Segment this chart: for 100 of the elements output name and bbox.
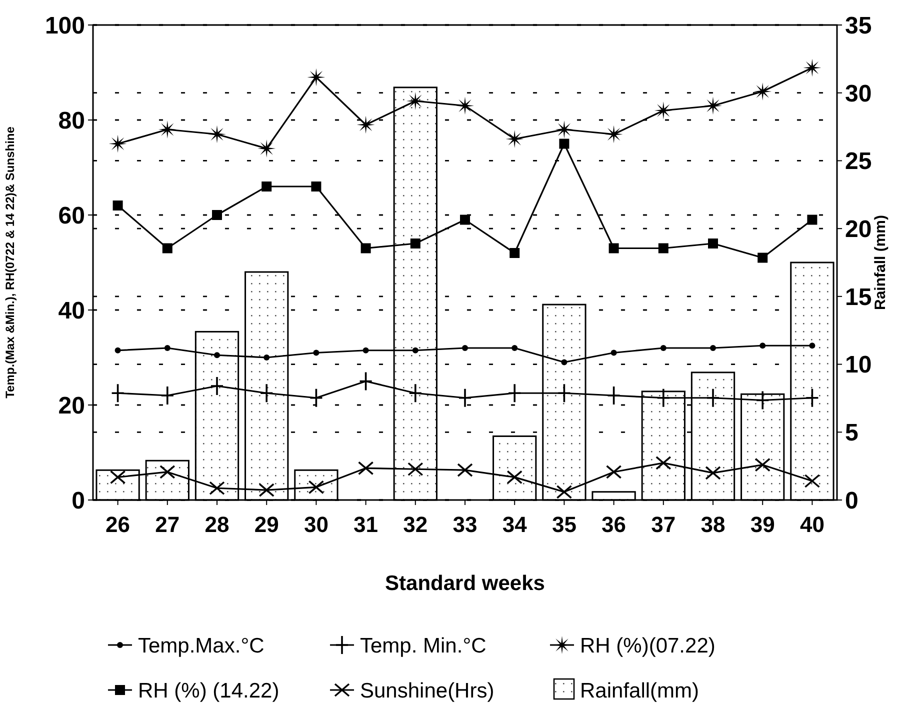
x-tick-label: 31 <box>354 512 378 537</box>
y2-tick-label: 20 <box>845 216 872 243</box>
point <box>114 347 121 354</box>
x-tick-label: 36 <box>602 512 626 537</box>
x-tick-label: 30 <box>304 512 328 537</box>
y2-tick-label: 10 <box>845 352 872 379</box>
point <box>356 116 375 134</box>
y-axis-title: Temp.(Max &Min.), RH(0722 & 14 22)& Sunshine <box>3 126 17 398</box>
point <box>803 58 822 77</box>
point <box>258 483 274 497</box>
point <box>705 466 721 480</box>
point <box>112 200 123 210</box>
point <box>358 371 373 392</box>
point <box>805 388 820 408</box>
y2-tick-label: 5 <box>845 420 858 447</box>
x-tick-label: 38 <box>700 512 726 537</box>
point <box>758 252 768 263</box>
x-tick-label: 29 <box>254 512 279 537</box>
point <box>456 96 474 115</box>
point <box>164 345 170 351</box>
point <box>311 182 322 192</box>
y2-tick-label: 15 <box>845 284 872 311</box>
legend-label: Temp. Min.°C <box>360 634 486 658</box>
point <box>606 465 622 479</box>
point <box>710 345 716 351</box>
point <box>460 214 470 225</box>
y-tick-label: 80 <box>58 107 85 134</box>
x-tick-label: 39 <box>750 512 775 537</box>
point <box>412 347 418 354</box>
point <box>258 140 276 158</box>
point <box>406 92 424 110</box>
y-tick-label: 0 <box>72 487 85 514</box>
legend-label: Rainfall(mm) <box>580 679 700 702</box>
point <box>754 458 770 472</box>
point <box>610 350 617 356</box>
legend-label: Sunshine(Hrs) <box>360 679 494 702</box>
point <box>556 485 572 499</box>
x-tick-label: 28 <box>204 512 230 537</box>
point <box>658 243 668 254</box>
legend-label: RH (%)(07.22) <box>580 634 716 658</box>
point <box>408 462 424 476</box>
x-tick-label: 32 <box>403 512 428 537</box>
point <box>606 386 621 406</box>
point <box>704 96 722 115</box>
x-tick-label: 33 <box>452 512 478 537</box>
point <box>760 342 766 349</box>
point <box>309 388 324 408</box>
x-tick-label: 26 <box>106 512 130 537</box>
point <box>158 120 176 138</box>
point <box>506 470 522 484</box>
point <box>754 82 772 100</box>
point <box>209 481 225 496</box>
point <box>555 120 574 138</box>
y2-tick-label: 0 <box>845 487 858 514</box>
point <box>358 461 374 476</box>
point <box>410 238 420 248</box>
point <box>457 463 473 477</box>
x-tick-label: 34 <box>502 512 528 537</box>
point <box>656 456 672 470</box>
y2-tick-label: 30 <box>845 80 872 108</box>
point <box>708 238 718 248</box>
x-tick-label: 37 <box>651 512 676 537</box>
point <box>561 359 568 366</box>
point <box>110 383 125 404</box>
point <box>212 210 222 220</box>
x-tick-label: 35 <box>552 512 576 537</box>
point <box>654 102 672 120</box>
point <box>108 134 127 153</box>
point <box>660 345 666 351</box>
point <box>264 354 270 360</box>
y2-tick-label: 35 <box>845 12 872 40</box>
point <box>208 125 226 144</box>
point <box>807 214 818 225</box>
point <box>557 383 572 404</box>
point <box>510 248 520 258</box>
y-tick-label: 40 <box>58 297 85 324</box>
point <box>512 345 518 351</box>
point <box>559 138 570 149</box>
point <box>262 182 272 192</box>
y2-axis-title: Rainfall (mm) <box>872 214 889 310</box>
x-tick-label: 40 <box>800 512 824 537</box>
point <box>608 243 619 254</box>
legend-label: Temp.Max.°C <box>138 634 264 658</box>
y-tick-label: 100 <box>44 12 85 40</box>
point <box>804 474 820 488</box>
point <box>313 350 320 356</box>
point <box>160 465 176 479</box>
point <box>462 345 468 351</box>
point <box>160 386 174 406</box>
point <box>210 376 224 396</box>
point <box>809 342 816 349</box>
x-tick-label: 27 <box>155 512 180 537</box>
y-tick-label: 60 <box>58 202 85 230</box>
point <box>360 243 371 254</box>
y-tick-label: 20 <box>58 392 85 420</box>
point <box>307 68 326 86</box>
point <box>362 347 369 354</box>
point <box>162 243 172 254</box>
x-axis-title: Standard weeks <box>385 572 545 595</box>
point <box>506 130 524 148</box>
